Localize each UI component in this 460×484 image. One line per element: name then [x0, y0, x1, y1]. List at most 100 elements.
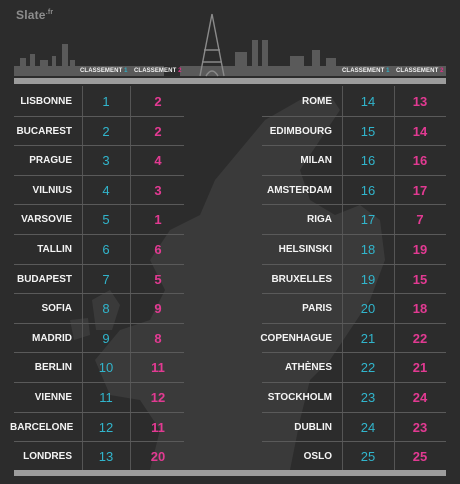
rank1-value: 8 — [102, 301, 110, 317]
rank1-value: 21 — [360, 330, 376, 346]
rank1-value: 22 — [360, 360, 376, 376]
row-separator — [262, 293, 446, 295]
row-separator — [262, 441, 446, 443]
city-label: ROME — [302, 96, 332, 107]
rank1-value: 7 — [102, 271, 110, 287]
row-separator — [14, 263, 184, 265]
rank2-value: 8 — [154, 330, 162, 346]
rank2-value: 1 — [154, 212, 162, 228]
rank2-value: 6 — [154, 242, 162, 257]
column-divider — [394, 86, 395, 470]
column-divider — [82, 86, 83, 470]
city-label: VIENNE — [34, 392, 72, 403]
row-separator — [14, 441, 184, 443]
header-rank2-left: CLASSEMENT 2 — [134, 68, 182, 74]
rank1-value: 9 — [102, 330, 110, 346]
rank2-value: 25 — [412, 449, 428, 465]
row-separator — [14, 322, 184, 324]
city-label: ATHÈNES — [284, 362, 332, 374]
rank1-value: 20 — [360, 301, 376, 317]
table-top-rule — [14, 78, 446, 84]
row-separator — [14, 145, 184, 147]
row-separator — [262, 263, 446, 265]
row-separator — [262, 115, 446, 117]
rank1-value: 25 — [360, 449, 376, 465]
rank1-value: 19 — [360, 271, 376, 287]
city-label: STOCKHOLM — [267, 392, 332, 403]
brand-logo: Slate.fr — [16, 8, 54, 22]
rank2-value: 11 — [151, 419, 165, 435]
city-label: AMSTERDAM — [267, 184, 332, 196]
row-separator — [14, 352, 184, 354]
city-label: MADRID — [32, 332, 72, 344]
rank2-value: 3 — [154, 182, 162, 198]
rank2-value: 12 — [150, 390, 166, 405]
row-separator — [262, 234, 446, 235]
row-separator — [262, 322, 446, 324]
city-label: VARSOVIE — [21, 214, 72, 226]
city-label: COPENHAGUE — [260, 332, 332, 344]
rank2-value: 22 — [412, 330, 428, 346]
rank2-value: 14 — [412, 123, 428, 139]
row-separator — [262, 352, 446, 354]
city-label: RIGA — [307, 214, 332, 226]
city-label: MILAN — [300, 155, 332, 167]
rank2-value: 5 — [154, 271, 162, 287]
column-divider — [342, 86, 343, 470]
city-label: OSLO — [303, 451, 332, 463]
row-separator — [262, 411, 446, 413]
rank1-value: 11 — [99, 390, 113, 405]
row-separator — [262, 174, 446, 176]
rank2-value: 17 — [412, 182, 428, 198]
rank2-value: 19 — [412, 242, 428, 257]
city-label: EDIMBOURG — [269, 125, 332, 137]
rank1-value: 23 — [360, 390, 376, 405]
city-label: TALLIN — [37, 244, 72, 255]
rank2-value: 21 — [412, 360, 428, 376]
rank1-value: 2 — [102, 123, 110, 139]
rank1-value: 18 — [360, 242, 376, 257]
header-rank1-left: CLASSEMENT 1 — [80, 68, 128, 74]
city-label: HELSINSKI — [278, 244, 332, 255]
table-bottom-rule — [14, 470, 446, 476]
rank1-value: 5 — [102, 212, 110, 228]
header-rank1-right: CLASSEMENT 1 — [342, 68, 390, 74]
city-label: DUBLIN — [294, 421, 332, 433]
rank1-value: 15 — [360, 123, 376, 139]
city-label: SOFIA — [41, 303, 72, 315]
city-label: BUCAREST — [16, 125, 72, 137]
city-label: BERLIN — [34, 362, 72, 374]
rank2-value: 13 — [412, 94, 428, 109]
row-separator — [14, 115, 184, 117]
row-separator — [262, 204, 446, 206]
row-separator — [14, 204, 184, 206]
city-label: BUDAPEST — [16, 273, 72, 285]
row-separator — [262, 145, 446, 147]
header-rank2-right: CLASSEMENT 2 — [396, 68, 444, 74]
rank2-value: 24 — [412, 390, 428, 405]
city-label: BARCELONE — [10, 421, 74, 433]
skyline-left — [14, 44, 164, 76]
rank1-value: 16 — [360, 182, 376, 198]
rank2-value: 23 — [412, 419, 428, 435]
rank2-value: 16 — [412, 153, 428, 169]
rank1-value: 16 — [360, 153, 376, 169]
skyline-right — [180, 40, 446, 76]
rank2-value: 2 — [154, 123, 162, 139]
row-separator — [262, 382, 446, 383]
city-label: PARIS — [302, 303, 332, 315]
rank1-value: 1 — [102, 94, 110, 109]
eiffel-tower-icon — [199, 13, 225, 77]
rank1-value: 14 — [360, 94, 376, 109]
rank2-value: 11 — [151, 360, 165, 376]
rank2-value: 9 — [154, 301, 162, 317]
city-label: LONDRES — [23, 451, 72, 463]
rank1-value: 3 — [102, 153, 110, 169]
rank2-value: 18 — [412, 301, 428, 317]
row-separator — [14, 382, 184, 383]
city-label: VILNIUS — [32, 184, 72, 196]
city-label: BRUXELLES — [271, 273, 332, 285]
rank1-value: 6 — [102, 242, 110, 257]
rank2-value: 7 — [416, 212, 424, 228]
